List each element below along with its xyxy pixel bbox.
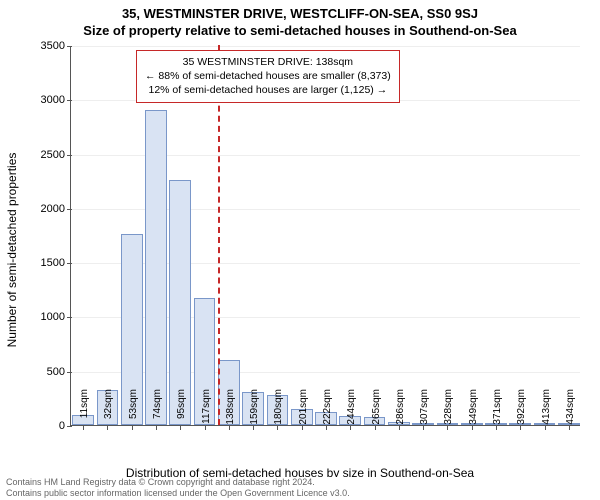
x-tick-label: 138sqm <box>225 389 236 431</box>
callout-line-3: 12% of semi-detached houses are larger (… <box>145 83 391 97</box>
x-tick-label: 349sqm <box>468 389 479 431</box>
x-tick-label: 159sqm <box>249 389 260 431</box>
x-tick-label: 244sqm <box>346 389 357 431</box>
footer-line-1: Contains HM Land Registry data © Crown c… <box>6 477 350 487</box>
x-tick-label: 117sqm <box>201 389 212 431</box>
chart-area: 050010001500200025003000350011sqm32sqm53… <box>70 46 580 426</box>
x-tick-label: 434sqm <box>565 389 576 431</box>
x-tick-label: 53sqm <box>128 389 139 431</box>
x-tick-label: 201sqm <box>298 389 309 431</box>
gridline <box>71 46 580 47</box>
x-tick-label: 371sqm <box>492 389 503 431</box>
histogram-bar <box>145 110 167 425</box>
plot-region: 050010001500200025003000350011sqm32sqm53… <box>70 46 580 426</box>
y-tick-label: 2500 <box>41 149 71 161</box>
callout-line-1: 35 WESTMINSTER DRIVE: 138sqm <box>145 55 391 69</box>
y-axis-label: Number of semi-detached properties <box>5 153 19 348</box>
y-tick-label: 2000 <box>41 203 71 215</box>
chart-title: Size of property relative to semi-detach… <box>0 21 600 38</box>
y-tick-label: 3500 <box>41 40 71 52</box>
y-tick-label: 500 <box>47 366 71 378</box>
x-tick-label: 392sqm <box>516 389 527 431</box>
x-tick-label: 222sqm <box>322 389 333 431</box>
y-tick-label: 3000 <box>41 94 71 106</box>
x-tick-label: 180sqm <box>273 389 284 431</box>
property-callout: 35 WESTMINSTER DRIVE: 138sqm← 88% of sem… <box>136 50 400 103</box>
x-tick-label: 286sqm <box>395 389 406 431</box>
y-tick-label: 0 <box>59 420 71 432</box>
x-tick-label: 307sqm <box>419 389 430 431</box>
x-tick-label: 32sqm <box>103 389 114 431</box>
y-tick-label: 1500 <box>41 257 71 269</box>
x-tick-label: 11sqm <box>79 389 90 431</box>
x-tick-label: 95sqm <box>176 389 187 431</box>
y-tick-label: 1000 <box>41 311 71 323</box>
x-tick-label: 265sqm <box>371 389 382 431</box>
x-tick-label: 413sqm <box>541 389 552 431</box>
footer-line-2: Contains public sector information licen… <box>6 488 350 498</box>
x-tick-label: 328sqm <box>443 389 454 431</box>
callout-line-2: ← 88% of semi-detached houses are smalle… <box>145 69 391 83</box>
chart-super-title: 35, WESTMINSTER DRIVE, WESTCLIFF-ON-SEA,… <box>0 0 600 21</box>
footer-attribution: Contains HM Land Registry data © Crown c… <box>6 477 350 498</box>
x-tick-label: 74sqm <box>152 389 163 431</box>
